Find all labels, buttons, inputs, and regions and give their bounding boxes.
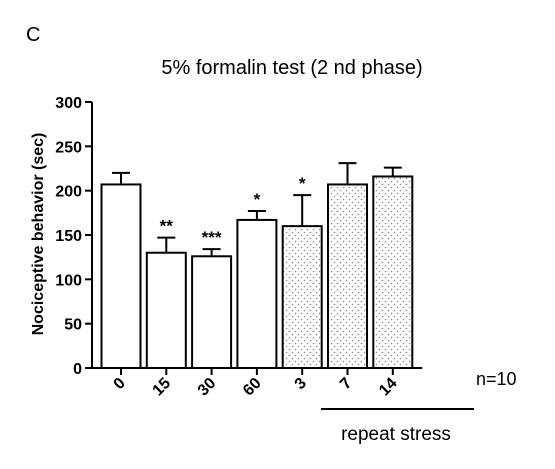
significance-label: * xyxy=(254,190,261,209)
bar xyxy=(372,175,414,369)
y-tick-label: 250 xyxy=(55,139,82,156)
x-tick-label: 14 xyxy=(376,375,401,400)
bar xyxy=(281,225,323,369)
bar xyxy=(145,251,187,370)
y-axis: 0 50 100 150 200 250 300 xyxy=(55,95,93,378)
significance-label: ** xyxy=(160,217,174,236)
x-axis: 0 15 30 60 3 7 14 xyxy=(92,367,423,400)
x-tick-label: 0 xyxy=(111,375,129,393)
y-axis-label: Nociceptive behavior (sec) xyxy=(30,133,47,336)
sample-size-label: n=10 xyxy=(476,369,517,389)
x-tick-label: 15 xyxy=(150,375,175,400)
y-tick-label: 100 xyxy=(55,272,82,289)
repeat-stress-label: repeat stress xyxy=(341,424,451,445)
chart-title: 5% formalin test (2 nd phase) xyxy=(161,57,422,79)
bars: ******* xyxy=(100,162,414,370)
bar xyxy=(191,255,233,369)
x-tick-label: 30 xyxy=(195,375,220,400)
y-tick-label: 200 xyxy=(55,184,82,201)
x-tick-label: 60 xyxy=(240,375,265,400)
bar xyxy=(327,183,368,369)
y-tick-label: 50 xyxy=(64,317,82,334)
x-tick-label: 3 xyxy=(292,375,310,393)
y-tick-label: 150 xyxy=(55,228,82,245)
bar xyxy=(100,183,142,369)
panel-letter: C xyxy=(26,24,40,46)
significance-label: * xyxy=(299,174,306,193)
y-tick-label: 300 xyxy=(55,95,82,112)
y-tick-label: 0 xyxy=(73,361,82,378)
significance-label: *** xyxy=(202,228,222,247)
x-tick-label: 7 xyxy=(337,375,355,393)
bar xyxy=(236,218,278,369)
